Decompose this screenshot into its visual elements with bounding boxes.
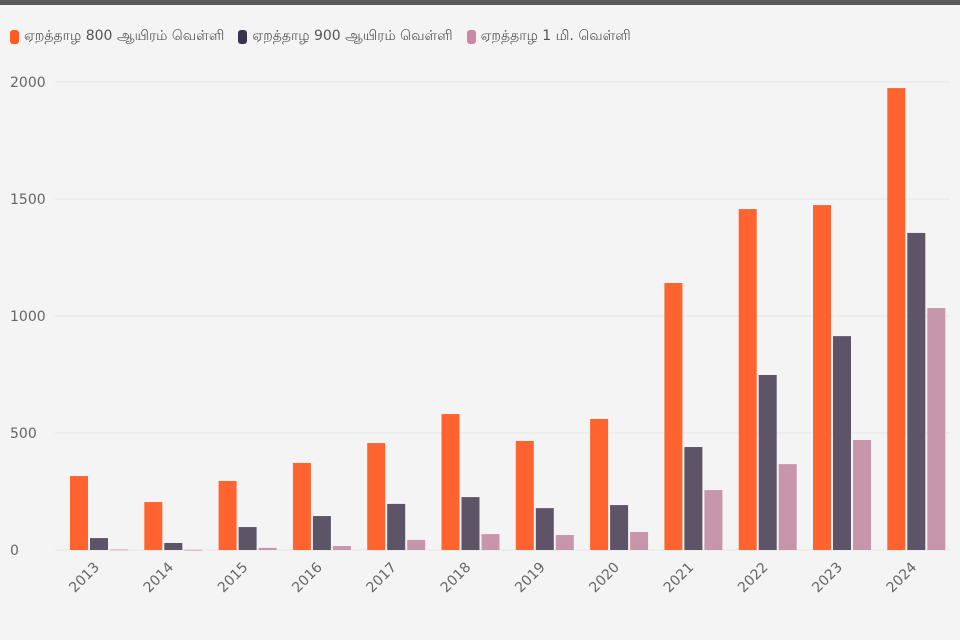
bar-2023-series-3 bbox=[853, 440, 871, 550]
bar-2022-series-3 bbox=[778, 464, 797, 550]
legend-label: ஏறத்தாழ 1 மி. வெள்ளி bbox=[480, 28, 631, 44]
bar-2019-series-1 bbox=[515, 440, 534, 550]
x-tick-label: 2022 bbox=[735, 560, 772, 597]
bar-2015-series-2 bbox=[238, 527, 257, 550]
bar-2013-series-3 bbox=[110, 549, 128, 551]
x-tick-label: 2015 bbox=[215, 560, 252, 597]
legend-item[interactable]: ஏறத்தாழ 800 ஆயிரம் வெள்ளி bbox=[10, 28, 224, 46]
bar-2024-series-2 bbox=[907, 232, 926, 550]
bar-2024-series-1 bbox=[887, 88, 906, 551]
x-tick-label: 2024 bbox=[884, 559, 921, 596]
bar-2017-series-1 bbox=[367, 443, 386, 550]
x-tick-label: 2014 bbox=[141, 559, 178, 596]
bar-2021-series-1 bbox=[664, 283, 683, 550]
top-border bbox=[0, 0, 960, 5]
bar-2014-series-3 bbox=[184, 549, 203, 551]
bar-2016-series-3 bbox=[332, 546, 351, 550]
bar-2014-series-1 bbox=[144, 502, 163, 550]
bar-2023-series-1 bbox=[813, 205, 831, 551]
bar-2018-series-3 bbox=[481, 534, 500, 550]
bar-2020-series-3 bbox=[630, 531, 649, 550]
x-tick-label: 2013 bbox=[66, 560, 103, 597]
bar-2014-series-2 bbox=[164, 542, 183, 550]
bar-2023-series-2 bbox=[833, 336, 851, 550]
legend-label: ஏறத்தாழ 800 ஆயிரம் வெள்ளி bbox=[24, 28, 225, 44]
bar-2017-series-2 bbox=[387, 503, 406, 550]
x-tick-label: 2023 bbox=[809, 560, 846, 597]
bar-2021-series-3 bbox=[704, 490, 723, 550]
y-tick-label: 0 bbox=[10, 543, 19, 559]
bar-2017-series-3 bbox=[407, 539, 426, 550]
bar-2015-series-1 bbox=[218, 480, 237, 550]
bar-2016-series-2 bbox=[312, 516, 331, 550]
legend-swatch bbox=[238, 30, 248, 44]
bar-2013-series-1 bbox=[70, 476, 88, 550]
bar-2020-series-2 bbox=[610, 505, 629, 550]
x-tick-label: 2021 bbox=[661, 560, 698, 597]
bar-2016-series-1 bbox=[292, 462, 311, 550]
legend: ஏறத்தாழ 800 ஆயிரம் வெள்ளி ஏறத்தாழ 900 ஆய… bbox=[10, 28, 631, 46]
bar-2022-series-1 bbox=[738, 209, 757, 550]
x-tick-label: 2020 bbox=[586, 560, 623, 597]
bar-2022-series-2 bbox=[758, 374, 777, 550]
bar-2020-series-1 bbox=[590, 418, 609, 550]
bar-2021-series-2 bbox=[684, 447, 703, 550]
bar-2013-series-2 bbox=[90, 538, 108, 550]
y-tick-label: 1000 bbox=[10, 309, 46, 325]
x-tick-label: 2016 bbox=[289, 559, 326, 596]
bar-2018-series-1 bbox=[441, 414, 460, 550]
y-tick-label: 1500 bbox=[10, 192, 46, 208]
legend-label: ஏறத்தாழ 900 ஆயிரம் வெள்ளி bbox=[252, 28, 453, 44]
legend-swatch bbox=[10, 30, 19, 44]
bar-2019-series-2 bbox=[535, 508, 554, 550]
bar-2018-series-2 bbox=[461, 497, 480, 550]
legend-swatch bbox=[466, 30, 476, 44]
legend-item[interactable]: ஏறத்தாழ 1 மி. வெள்ளி bbox=[466, 28, 631, 46]
y-tick-label: 2000 bbox=[10, 75, 46, 91]
x-tick-label: 2019 bbox=[512, 560, 549, 597]
bar-2019-series-3 bbox=[555, 535, 574, 550]
x-tick-label: 2018 bbox=[438, 560, 475, 597]
y-tick-label: 500 bbox=[10, 426, 37, 442]
bar-2024-series-3 bbox=[927, 308, 946, 550]
legend-item[interactable]: ஏறத்தாழ 900 ஆயிரம் வெள்ளி bbox=[238, 28, 453, 46]
x-tick-label: 2017 bbox=[364, 560, 401, 597]
bar-2015-series-3 bbox=[258, 547, 277, 550]
